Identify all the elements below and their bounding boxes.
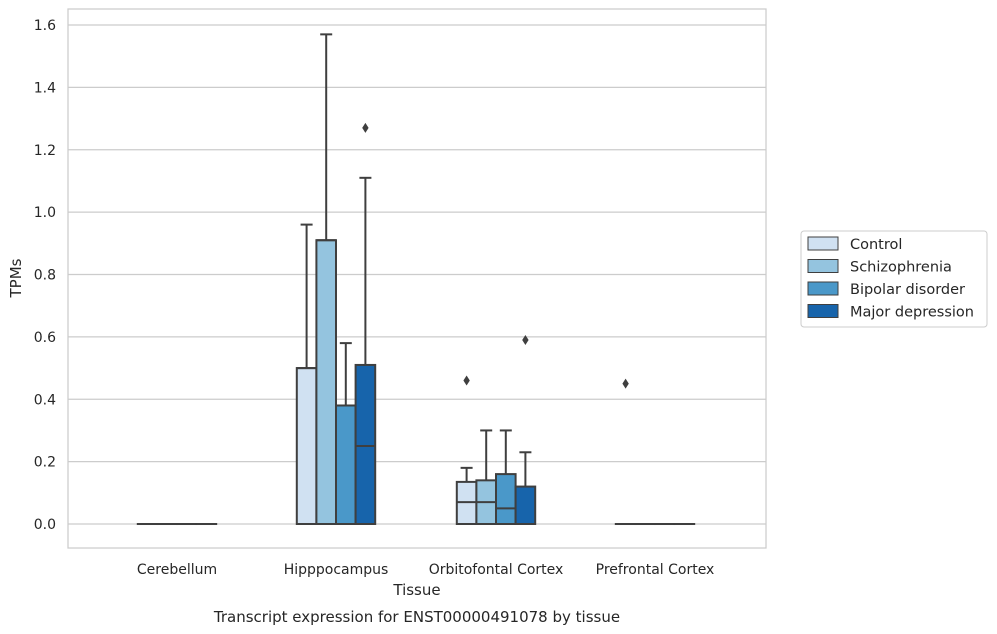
x-tick-label: Hipppocampus [284,562,389,578]
y-tick-label: 0.2 [34,455,56,471]
legend-swatch [807,259,839,273]
box-bipolar-disorder [495,429,517,526]
box-schizophrenia [475,429,497,525]
y-tick-label: 0.4 [34,392,56,408]
y-tick-label: 0.8 [34,268,56,284]
x-tick-label: Cerebellum [137,562,217,578]
box-body [354,363,377,525]
y-tick-label: 1.6 [34,18,56,34]
x-tick-label: Orbitofontal Cortex [429,562,564,578]
y-tick-label: 0.6 [34,330,56,346]
outlier-point [522,334,529,345]
legend-label: Bipolar disorder [850,282,965,298]
x-tick-label: Prefrontal Cortex [596,562,715,578]
box-body [335,404,357,525]
outlier-point [622,378,629,389]
box-major-depression [514,334,537,526]
chart-caption: Transcript expression for ENST0000049107… [213,608,620,626]
y-tick-label: 1.0 [34,205,56,221]
y-tick-labels: 0.0 0.2 0.4 0.6 0.8 1.0 1.2 1.4 1.6 [34,18,56,533]
legend-swatch [807,281,839,296]
box-series [136,33,696,526]
grid-lines [68,24,766,525]
legend-label: Control [850,237,902,253]
x-axis-label: Tissue [392,581,440,599]
x-tick-labels: Cerebellum Hipppocampus Orbitofontal Corte… [137,562,714,578]
box-schizophrenia [315,33,337,525]
legend-swatch [807,236,839,251]
y-tick-label: 0.0 [34,517,56,533]
legend-frame [800,230,988,328]
y-tick-label: 1.2 [34,143,56,159]
box-major-depression [354,122,377,525]
box-body [514,485,537,526]
box-bipolar-disorder [335,342,357,525]
legend-swatch [807,304,839,318]
box-body [295,367,318,525]
outlier-point [463,375,470,386]
legend-label: Schizophrenia [850,260,952,276]
y-tick-label: 1.4 [34,80,56,96]
outlier-point [362,122,369,133]
plot-frame [67,8,767,549]
plot-background [68,9,766,548]
y-axis-label: TPMs [7,258,25,298]
box-body [495,473,517,526]
box-body [315,239,337,525]
box-control [295,223,318,525]
legend-label: Major depression [850,305,974,321]
legend: Control Schizophrenia Bipolar disorder Majo… [800,230,988,328]
